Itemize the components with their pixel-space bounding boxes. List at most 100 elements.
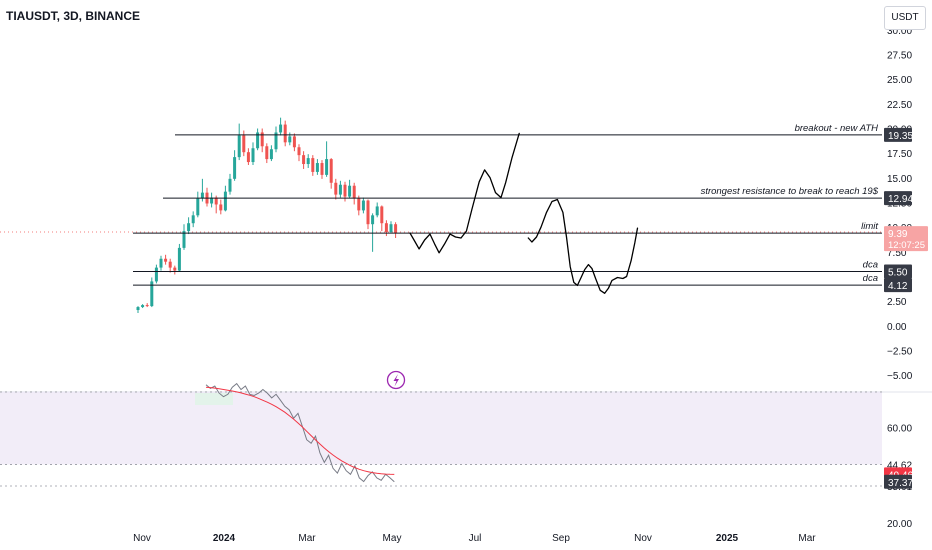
- candle-body: [159, 258, 163, 268]
- candle-body: [375, 206, 379, 216]
- rsi-y-tick-label: 44.62: [887, 460, 912, 471]
- candle-body: [191, 215, 195, 224]
- candle-body: [352, 185, 356, 199]
- symbol-title[interactable]: TIAUSDT, 3D, BINANCE: [6, 9, 141, 23]
- candle-body: [173, 267, 177, 271]
- candle-body: [154, 267, 158, 282]
- candle-body: [371, 215, 375, 225]
- horizontal-line-label: dca: [863, 273, 878, 284]
- price-badge-bg: [884, 264, 912, 279]
- x-axis-label: May: [383, 533, 402, 544]
- horizontal-line-label: strongest resistance to break to reach 1…: [701, 186, 879, 197]
- rsi-y-tick-label: 20.00: [887, 519, 912, 530]
- candle-body: [210, 197, 214, 204]
- currency-button[interactable]: USDT: [884, 6, 926, 30]
- y-tick-label: 25.00: [887, 75, 912, 86]
- candle-body: [329, 159, 333, 183]
- candle-body: [219, 204, 223, 211]
- candle-body: [315, 163, 319, 172]
- candle-body: [150, 281, 154, 307]
- price-badge: 12.94: [888, 194, 913, 205]
- x-axis-label: Mar: [798, 533, 816, 544]
- rsi-ma-line: [205, 386, 395, 475]
- candle-body: [242, 135, 246, 153]
- candle-body: [384, 223, 388, 233]
- candle-body: [141, 305, 145, 308]
- candle-body: [389, 224, 393, 233]
- horizontal-line-label: breakout - new ATH: [795, 123, 879, 134]
- candle-body: [274, 132, 278, 150]
- candle-body: [334, 182, 338, 195]
- candle-body: [233, 157, 237, 179]
- price-badge-bg: [884, 127, 912, 142]
- price-badge-bg: [884, 191, 912, 206]
- y-tick-label: 30.00: [887, 26, 912, 37]
- candle-body: [265, 146, 269, 160]
- candle-body: [302, 155, 306, 165]
- candle-body: [145, 305, 149, 307]
- candle-body: [361, 200, 365, 211]
- x-axis-label: Nov: [133, 533, 151, 544]
- x-axis-label: 2025: [716, 533, 739, 544]
- candle-body: [187, 223, 191, 232]
- candle-body: [182, 231, 186, 248]
- rsi-y-tick-label: 60.00: [887, 424, 912, 435]
- candle-body: [246, 152, 250, 163]
- y-tick-label: 22.50: [887, 100, 912, 111]
- candle-body: [228, 178, 232, 192]
- drawn-projection-path: [527, 198, 639, 294]
- lightning-glyph: [393, 374, 399, 387]
- candle-body: [164, 258, 168, 262]
- candle-body: [343, 184, 347, 197]
- candle-body: [237, 135, 241, 158]
- candle-body: [292, 136, 296, 148]
- candle-body: [168, 261, 172, 268]
- countdown-timer: 12:07:25: [888, 240, 925, 251]
- drawn-projection-path: [409, 132, 520, 254]
- current-price-badge-bg: [884, 226, 928, 252]
- candle-body: [279, 124, 283, 133]
- candle-body: [200, 192, 204, 199]
- rsi-badge-bg: [884, 474, 912, 489]
- candle-body: [311, 158, 315, 172]
- candle-body: [325, 159, 329, 175]
- candle-body: [136, 307, 140, 311]
- candle-body: [177, 247, 181, 271]
- candle-body: [297, 147, 301, 156]
- rsi-line: [205, 382, 395, 483]
- y-tick-label: −2.50: [887, 346, 913, 357]
- x-axis-label: 2024: [213, 533, 236, 544]
- candle-body: [320, 163, 324, 175]
- candle-body: [338, 184, 342, 195]
- candle-body: [269, 149, 273, 160]
- y-tick-label: 2.50: [887, 297, 907, 308]
- y-tick-label: −5.00: [887, 371, 913, 382]
- y-tick-label: 15.00: [887, 174, 912, 185]
- y-tick-label: 17.50: [887, 149, 912, 160]
- y-tick-label: 7.50: [887, 248, 907, 259]
- candle-body: [348, 185, 352, 197]
- x-axis-label: Sep: [552, 533, 570, 544]
- candle-body: [283, 124, 287, 143]
- horizontal-line-label: limit: [861, 221, 878, 232]
- candle-body: [380, 206, 384, 224]
- candle-body: [366, 200, 370, 225]
- candle-body: [214, 197, 218, 205]
- candle-body: [357, 198, 361, 211]
- rsi-badge: 37.37: [888, 478, 913, 489]
- x-axis-label: Nov: [634, 533, 652, 544]
- price-badge: 4.12: [888, 281, 908, 292]
- price-badge: 5.50: [888, 268, 908, 279]
- horizontal-line-label: dca: [863, 260, 878, 271]
- candle-body: [306, 158, 310, 165]
- price-badge: 19.35: [888, 131, 913, 142]
- rsi-overbought-fill: [195, 393, 233, 405]
- y-tick-label: 0.00: [887, 322, 907, 333]
- x-axis-label: Jul: [469, 533, 482, 544]
- candle-body: [223, 191, 227, 211]
- candle-body: [260, 132, 264, 147]
- y-tick-label: 27.50: [887, 51, 912, 62]
- candle-body: [251, 148, 255, 163]
- price-badge-bg: [884, 278, 912, 293]
